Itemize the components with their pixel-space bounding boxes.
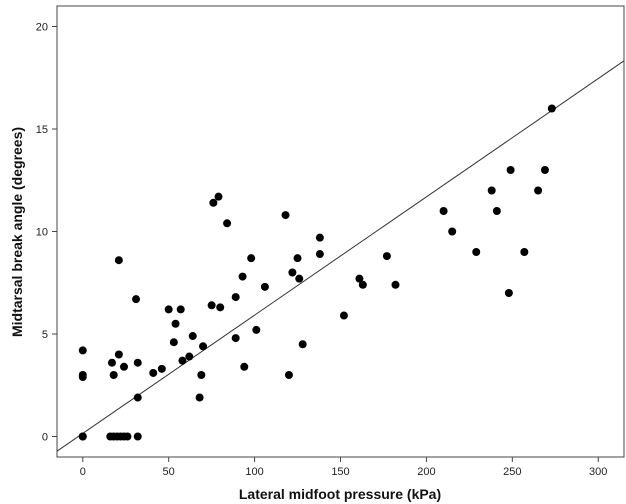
data-point xyxy=(197,371,206,379)
data-point xyxy=(149,368,158,377)
data-point xyxy=(534,186,543,195)
data-point xyxy=(176,305,185,314)
data-point xyxy=(231,293,240,302)
x-tick-label: 300 xyxy=(589,466,607,478)
data-point xyxy=(133,432,142,441)
data-point xyxy=(315,250,324,259)
x-tick-label: 50 xyxy=(163,466,175,478)
data-point xyxy=(178,356,187,365)
x-tick-label: 150 xyxy=(331,466,349,478)
data-point xyxy=(504,289,513,297)
data-point xyxy=(133,358,142,367)
data-point xyxy=(487,186,496,195)
data-point xyxy=(133,393,142,402)
data-point xyxy=(132,295,141,304)
data-point xyxy=(293,254,302,263)
data-point xyxy=(109,371,118,379)
data-point xyxy=(78,346,87,355)
data-point xyxy=(195,393,204,402)
data-point xyxy=(295,274,304,283)
y-tick-label: 5 xyxy=(42,329,48,341)
y-tick-label: 20 xyxy=(36,22,48,34)
y-tick-label: 0 xyxy=(42,432,48,444)
data-point xyxy=(238,272,247,281)
data-point xyxy=(439,207,448,215)
data-point xyxy=(281,211,290,220)
data-point xyxy=(169,338,178,347)
data-point xyxy=(547,104,556,113)
data-point xyxy=(199,342,208,351)
data-point xyxy=(284,371,293,379)
y-axis-title: Midtarsal break angle (degrees) xyxy=(9,127,25,337)
data-point xyxy=(391,280,400,289)
data-point xyxy=(107,358,116,367)
data-point xyxy=(214,192,223,201)
x-tick-label: 200 xyxy=(417,466,435,478)
data-point xyxy=(247,254,256,263)
data-point xyxy=(298,340,307,349)
data-point xyxy=(216,303,225,312)
data-point xyxy=(315,233,324,242)
data-point xyxy=(120,362,129,371)
plot-frame xyxy=(56,5,625,458)
data-point xyxy=(78,373,87,382)
x-axis: 0 50 100 150 200 250 300 xyxy=(80,457,607,478)
data-point xyxy=(448,227,457,236)
data-point xyxy=(78,432,87,441)
x-tick-label: 100 xyxy=(245,466,263,478)
data-point xyxy=(252,325,261,334)
data-point xyxy=(260,282,269,291)
data-point xyxy=(231,334,240,343)
y-tick-label: 15 xyxy=(36,124,48,136)
data-point xyxy=(288,268,297,277)
data-point xyxy=(171,319,180,328)
data-point xyxy=(188,332,197,341)
x-axis-title: Lateral midfoot pressure (kPa) xyxy=(239,486,441,502)
data-point xyxy=(506,166,515,174)
data-point xyxy=(339,311,348,320)
data-point xyxy=(492,207,501,215)
data-point xyxy=(207,301,216,310)
x-tick-label: 250 xyxy=(503,466,521,478)
data-point xyxy=(114,256,123,265)
data-point xyxy=(157,364,166,373)
data-point xyxy=(520,248,529,256)
data-point xyxy=(114,350,123,359)
data-point xyxy=(382,252,391,261)
data-point xyxy=(358,280,367,289)
data-point xyxy=(185,352,194,361)
data-point xyxy=(209,198,218,207)
data-point xyxy=(472,248,481,256)
data-point xyxy=(240,362,249,371)
data-point xyxy=(540,166,549,174)
y-axis: 0 5 10 15 20 xyxy=(36,22,57,444)
data-point xyxy=(355,274,364,283)
data-point xyxy=(164,305,173,314)
regression-line xyxy=(56,60,625,452)
y-tick-label: 10 xyxy=(36,227,48,239)
data-point xyxy=(223,219,232,228)
data-points xyxy=(78,104,556,441)
data-point xyxy=(123,432,132,441)
x-tick-label: 0 xyxy=(80,466,86,478)
